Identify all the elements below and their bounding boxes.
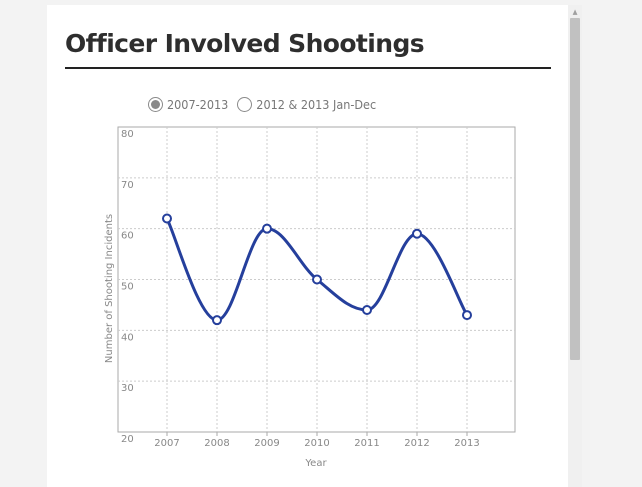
x-tick-label: 2008 bbox=[204, 438, 229, 449]
data-point-marker bbox=[162, 213, 172, 224]
vertical-scrollbar[interactable]: ▲ bbox=[568, 5, 582, 487]
y-tick-label: 40 bbox=[121, 332, 134, 343]
scrollbar-thumb[interactable] bbox=[570, 18, 580, 360]
data-point-marker bbox=[312, 274, 322, 285]
y-tick-label: 50 bbox=[121, 282, 134, 293]
data-point-marker bbox=[462, 310, 472, 321]
data-point-marker bbox=[412, 228, 422, 239]
y-axis-title: Number of Shooting Incidents bbox=[104, 214, 115, 363]
radio-option-2007-2013[interactable]: 2007-2013 bbox=[148, 96, 229, 112]
y-tick-label: 70 bbox=[121, 180, 134, 191]
page-content: Officer Involved Shootings bbox=[47, 5, 568, 487]
title-underline bbox=[65, 67, 551, 69]
date-range-selector: 2007-2013 2012 & 2013 Jan-Dec bbox=[148, 94, 376, 114]
content-panel bbox=[47, 5, 568, 487]
x-tick-label: 2009 bbox=[254, 438, 279, 449]
x-tick-label: 2013 bbox=[454, 438, 479, 449]
y-tick-label: 80 bbox=[121, 129, 134, 140]
radio-option-2012-2013-jan-dec[interactable]: 2012 & 2013 Jan-Dec bbox=[237, 96, 377, 112]
x-tick-label: 2007 bbox=[154, 438, 179, 449]
radio-label: 2007-2013 bbox=[167, 96, 229, 112]
data-point-marker bbox=[212, 315, 222, 326]
page-title: Officer Involved Shootings bbox=[65, 29, 425, 58]
x-tick-label: 2011 bbox=[354, 438, 379, 449]
x-axis-title: Year bbox=[304, 458, 327, 469]
radio-label: 2012 & 2013 Jan-Dec bbox=[256, 96, 377, 112]
scroll-up-arrow-icon[interactable]: ▲ bbox=[572, 8, 578, 16]
data-point-marker bbox=[262, 223, 272, 234]
x-tick-label: 2010 bbox=[304, 438, 329, 449]
y-tick-label: 20 bbox=[121, 434, 134, 445]
x-tick-label: 2012 bbox=[404, 438, 429, 449]
radio-checked-icon[interactable] bbox=[148, 96, 163, 112]
y-tick-label: 30 bbox=[121, 383, 134, 394]
radio-unchecked-icon[interactable] bbox=[237, 96, 253, 112]
y-tick-label: 60 bbox=[121, 231, 134, 242]
data-point-marker bbox=[362, 305, 372, 315]
